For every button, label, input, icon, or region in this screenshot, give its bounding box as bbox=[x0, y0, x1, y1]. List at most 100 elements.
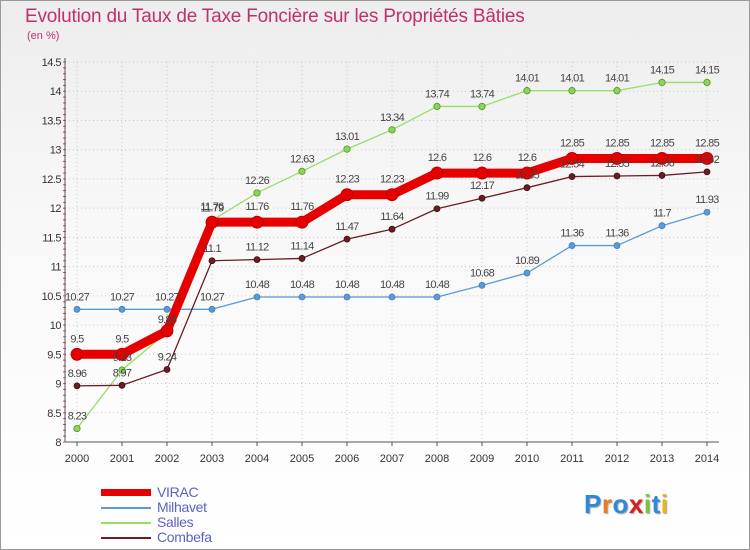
x-tick-label: 2013 bbox=[650, 453, 674, 465]
data-label-combefa: 12.54 bbox=[560, 159, 585, 171]
data-label-milhavet: 10.27 bbox=[200, 291, 225, 303]
data-point-salles bbox=[388, 126, 396, 134]
y-tick-label: 10 bbox=[50, 320, 62, 332]
x-tick-label: 2014 bbox=[695, 453, 719, 465]
data-label-virac: 12.6 bbox=[473, 152, 492, 164]
data-label-virac: 11.76 bbox=[245, 201, 269, 213]
x-tick-label: 2011 bbox=[560, 453, 584, 465]
data-label-virac: 12.85 bbox=[560, 137, 585, 149]
y-tick-label: 11 bbox=[51, 262, 62, 274]
data-label-salles: 9.23 bbox=[113, 352, 132, 364]
data-label-salles: 13.74 bbox=[425, 88, 450, 100]
data-point-combefa bbox=[343, 235, 351, 243]
y-tick-label: 14 bbox=[50, 86, 62, 98]
data-label-milhavet: 10.48 bbox=[335, 279, 360, 291]
data-label-salles: 12.26 bbox=[245, 175, 270, 187]
data-label-virac: 12.23 bbox=[335, 174, 360, 186]
data-point-salles bbox=[568, 87, 576, 95]
data-label-virac: 12.6 bbox=[428, 152, 447, 164]
data-label-combefa: 11.1 bbox=[203, 243, 221, 255]
data-label-combefa: 11.64 bbox=[380, 211, 404, 223]
data-point-salles bbox=[343, 145, 351, 153]
data-label-salles: 14.01 bbox=[515, 73, 540, 85]
data-label-milhavet: 11.36 bbox=[605, 228, 629, 240]
x-tick-label: 2003 bbox=[200, 453, 224, 465]
data-point-salles bbox=[253, 189, 261, 197]
data-label-milhavet: 10.48 bbox=[380, 279, 405, 291]
legend-swatch-salles bbox=[101, 522, 151, 524]
data-label-combefa: 12.17 bbox=[470, 180, 495, 192]
x-tick-label: 2001 bbox=[110, 453, 134, 465]
data-point-salles bbox=[478, 102, 486, 111]
data-point-milhavet bbox=[388, 293, 396, 301]
data-point-milhavet bbox=[118, 305, 126, 313]
x-tick-label: 2012 bbox=[605, 453, 629, 465]
data-point-milhavet bbox=[208, 305, 216, 313]
data-point-salles bbox=[433, 102, 441, 111]
x-tick-label: 2009 bbox=[470, 453, 494, 465]
y-tick-label: 13.5 bbox=[42, 115, 62, 127]
data-point-combefa bbox=[613, 172, 621, 180]
data-label-milhavet: 10.27 bbox=[65, 291, 90, 303]
x-tick-label: 2004 bbox=[245, 453, 269, 465]
data-label-virac: 11.76 bbox=[290, 201, 314, 213]
data-point-milhavet bbox=[433, 293, 441, 301]
y-tick-label: 12.5 bbox=[42, 174, 62, 186]
data-label-virac: 9.5 bbox=[70, 333, 84, 345]
data-point-combefa bbox=[433, 205, 441, 213]
data-point-milhavet bbox=[703, 208, 711, 216]
data-point-salles bbox=[613, 87, 621, 95]
legend-swatch-combefa bbox=[101, 537, 151, 539]
data-point-combefa bbox=[478, 194, 486, 202]
data-point-milhavet bbox=[568, 242, 576, 249]
data-label-milhavet: 10.27 bbox=[110, 291, 135, 303]
data-point-virac bbox=[70, 347, 84, 361]
data-label-milhavet: 10.89 bbox=[515, 255, 540, 267]
data-point-combefa bbox=[253, 256, 261, 264]
data-point-salles bbox=[523, 87, 531, 95]
x-tick-label: 2010 bbox=[515, 453, 539, 465]
data-point-salles bbox=[703, 78, 711, 87]
data-label-combefa: 12.55 bbox=[605, 158, 630, 170]
data-point-combefa bbox=[298, 255, 306, 262]
logo-letter: i bbox=[643, 489, 652, 519]
data-label-salles: 11.79 bbox=[200, 202, 224, 214]
legend-label-combefa: Combefa bbox=[157, 529, 212, 545]
data-point-virac bbox=[385, 188, 399, 202]
data-label-salles: 14.01 bbox=[605, 73, 630, 85]
data-point-virac bbox=[700, 152, 714, 165]
data-point-milhavet bbox=[658, 222, 666, 230]
data-point-virac bbox=[475, 166, 489, 180]
data-label-milhavet: 11.93 bbox=[695, 194, 719, 206]
data-label-salles: 14.01 bbox=[560, 73, 585, 85]
logo-letter: o bbox=[612, 489, 629, 519]
data-label-combefa: 11.12 bbox=[245, 242, 269, 254]
data-label-virac: 12.85 bbox=[695, 137, 720, 149]
data-label-virac: 12.6 bbox=[518, 152, 537, 164]
data-point-milhavet bbox=[73, 305, 81, 313]
y-tick-label: 8.5 bbox=[47, 408, 61, 420]
y-tick-label: 10.5 bbox=[42, 291, 62, 303]
data-label-virac: 12.23 bbox=[380, 174, 405, 186]
data-label-salles: 14.15 bbox=[650, 64, 675, 76]
data-point-virac bbox=[430, 166, 444, 180]
data-label-virac: 11.76 bbox=[200, 201, 224, 213]
data-label-virac: 12.85 bbox=[650, 137, 675, 149]
data-label-milhavet: 10.68 bbox=[470, 267, 495, 279]
data-label-salles: 13.34 bbox=[380, 112, 405, 124]
data-label-milhavet: 10.48 bbox=[245, 279, 270, 291]
data-label-salles: 9.88 bbox=[158, 314, 177, 326]
legend-label-salles: Salles bbox=[157, 514, 194, 530]
data-point-virac bbox=[295, 215, 309, 229]
series-lines bbox=[70, 78, 714, 433]
data-point-combefa bbox=[523, 184, 531, 192]
chart-title: Evolution du Taux de Taxe Foncière sur l… bbox=[25, 6, 525, 27]
data-label-salles: 14.15 bbox=[695, 64, 720, 76]
data-point-milhavet bbox=[613, 242, 621, 249]
logo-letter: i bbox=[660, 489, 669, 519]
data-label-combefa: 12.35 bbox=[515, 170, 540, 182]
data-label-salles: 13.74 bbox=[470, 88, 495, 100]
x-tick-label: 2002 bbox=[155, 453, 179, 465]
data-label-combefa: 9.24 bbox=[158, 352, 177, 364]
